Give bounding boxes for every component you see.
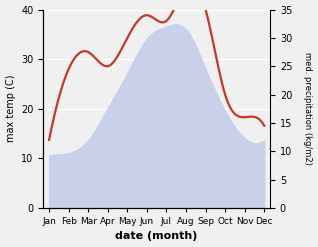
- Y-axis label: max temp (C): max temp (C): [5, 75, 16, 143]
- X-axis label: date (month): date (month): [115, 231, 198, 242]
- Y-axis label: med. precipitation (kg/m2): med. precipitation (kg/m2): [303, 52, 313, 165]
